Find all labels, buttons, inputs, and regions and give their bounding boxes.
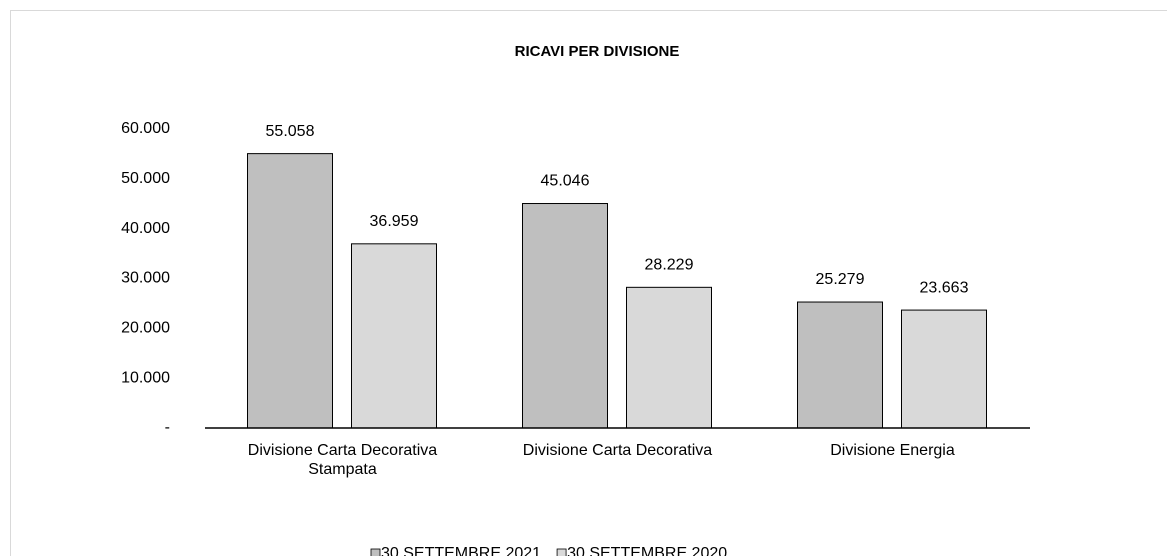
- data-label: 23.663: [920, 279, 969, 296]
- data-label: 55.058: [266, 123, 315, 140]
- data-label: 36.959: [370, 213, 419, 230]
- bar: [901, 309, 987, 429]
- data-label: 25.279: [816, 271, 865, 288]
- y-tick-label: 50.000: [121, 170, 170, 187]
- bar: [522, 203, 608, 429]
- legend-label: 30 SETTEMBRE 2021: [381, 545, 541, 556]
- y-tick-label: 60.000: [121, 120, 170, 137]
- legend-label: 30 SETTEMBRE 2020: [567, 545, 727, 556]
- bar: [247, 153, 333, 429]
- chart-border: [10, 10, 1167, 556]
- y-tick-label: -: [165, 419, 170, 436]
- chart-title: RICAVI PER DIVISIONE: [515, 43, 680, 60]
- bar: [797, 301, 883, 429]
- bar: [351, 243, 437, 429]
- y-tick-label: 40.000: [121, 220, 170, 237]
- data-label: 45.046: [541, 173, 590, 190]
- x-tick-label: Divisione Carta Decorativa: [522, 442, 713, 459]
- y-tick-label: 10.000: [121, 369, 170, 386]
- bar: [626, 286, 712, 429]
- legend-swatch: [556, 548, 567, 556]
- y-tick-label: 30.000: [121, 270, 170, 287]
- x-tick-label: Divisione Carta Decorativa Stampata: [247, 442, 438, 478]
- y-tick-label: 20.000: [121, 320, 170, 337]
- legend-swatch: [370, 548, 381, 556]
- data-label: 28.229: [645, 257, 694, 274]
- x-tick-label: Divisione Energia: [830, 442, 955, 459]
